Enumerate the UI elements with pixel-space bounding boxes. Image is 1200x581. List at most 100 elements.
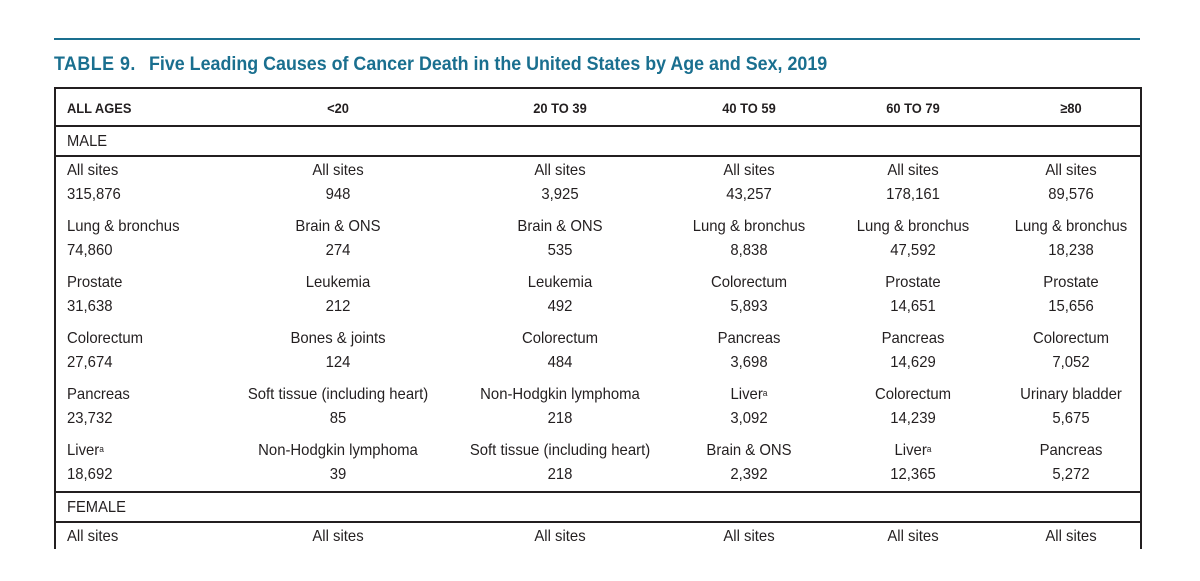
cancer-site: Lung & bronchus — [67, 215, 180, 239]
table-cell: Urinary bladder 5,675 — [969, 383, 1174, 431]
table-cell: All sites — [236, 525, 441, 549]
site-name: Non-Hodgkin lymphoma — [258, 442, 418, 459]
table-cell: Soft tissue (including heart) 218 — [458, 439, 663, 487]
table-row: All sites All sites All sites All sites All … — [56, 525, 1140, 581]
site-name: Leukemia — [305, 274, 371, 291]
cancer-site: Lung & bronchus — [969, 215, 1174, 239]
site-name: All sites — [534, 162, 586, 179]
row-divider — [56, 155, 1140, 157]
death-count: 14,239 — [890, 410, 936, 427]
cancer-site: Bones & joints — [236, 327, 441, 351]
table-cell: Livera 12,365 — [811, 439, 1016, 487]
table-row: Livera 18,692 Non-Hodgkin lymphoma 39 Soft t… — [56, 439, 1140, 495]
death-count: 5,272 — [1052, 466, 1090, 483]
death-count: 124 — [325, 354, 351, 371]
site-name: Colorectum — [874, 386, 952, 403]
site-name: All sites — [1045, 162, 1097, 179]
death-count: 218 — [547, 466, 573, 483]
table-cell: Livera 18,692 — [67, 439, 113, 487]
site-name: Lung & bronchus — [67, 218, 180, 235]
table-cell: Colorectum 27,674 — [67, 327, 143, 375]
cancer-death-table: ALL AGES <20 20 TO 39 40 TO 59 60 TO 79 ≥80 M… — [54, 87, 1142, 549]
cancer-site: All sites — [67, 525, 118, 549]
site-name: Prostate — [67, 274, 123, 291]
death-count: 2,392 — [730, 466, 768, 483]
death-count: 31,638 — [67, 298, 113, 315]
death-count: 218 — [547, 410, 573, 427]
cancer-site: Colorectum — [67, 327, 143, 351]
site-name: Liver — [894, 442, 927, 459]
death-count: 3,092 — [730, 410, 768, 427]
cancer-site: Prostate — [969, 271, 1174, 295]
cancer-site: All sites — [67, 159, 121, 183]
death-count: 23,732 — [67, 410, 113, 427]
table-cell: Colorectum 7,052 — [969, 327, 1174, 375]
cancer-site: All sites — [969, 159, 1174, 183]
site-name: All sites — [1045, 528, 1097, 545]
table-cell: Brain & ONS 2,392 — [647, 439, 852, 487]
table-cell: Leukemia 212 — [236, 271, 441, 319]
table-caption: Five Leading Causes of Cancer Death in t… — [148, 54, 828, 75]
cancer-site: Urinary bladder — [969, 383, 1174, 407]
death-count: 27,674 — [67, 354, 113, 371]
table-cell: All sites — [67, 525, 118, 549]
site-name: All sites — [67, 528, 119, 545]
cancer-site: All sites — [236, 159, 441, 183]
table-row: All sites 315,876 All sites 948 All sites 3,9… — [56, 159, 1140, 215]
site-name: Bones & joints — [290, 330, 386, 347]
site-name: Colorectum — [521, 330, 599, 347]
row-divider — [56, 491, 1140, 493]
death-count: 18,238 — [1048, 242, 1094, 259]
death-count: 43,257 — [726, 186, 772, 203]
cancer-site: All sites — [458, 525, 663, 549]
cancer-site: Prostate — [67, 271, 122, 295]
cancer-site: All sites — [647, 159, 852, 183]
site-name: Brain & ONS — [517, 218, 603, 235]
table-cell: Soft tissue (including heart) 85 — [236, 383, 441, 431]
site-name: Liver — [730, 386, 763, 403]
cancer-site: Colorectum — [458, 327, 663, 351]
site-name: Soft tissue (including heart) — [247, 386, 429, 403]
death-count: 18,692 — [67, 466, 113, 483]
top-rule — [54, 38, 1140, 40]
row-divider — [56, 125, 1140, 127]
column-header: <20 — [327, 100, 349, 116]
table-cell: Prostate 14,651 — [811, 271, 1016, 319]
death-count: 15,656 — [1048, 298, 1094, 315]
table-cell: All sites 178,161 — [811, 159, 1016, 207]
table-cell: Colorectum 14,239 — [811, 383, 1016, 431]
cancer-site: Colorectum — [811, 383, 1016, 407]
death-count: 74,860 — [67, 242, 113, 259]
cancer-site: Colorectum — [969, 327, 1174, 351]
table-cell: Non-Hodgkin lymphoma 39 — [236, 439, 441, 487]
table-cell: Pancreas 14,629 — [811, 327, 1016, 375]
table-cell: Leukemia 492 — [458, 271, 663, 319]
site-name: All sites — [67, 162, 119, 179]
site-name: Lung & bronchus — [692, 218, 806, 235]
table-cell: Brain & ONS 274 — [236, 215, 441, 263]
table-cell: Lung & bronchus 47,592 — [811, 215, 1016, 263]
site-name: Pancreas — [1039, 442, 1103, 459]
site-name: Colorectum — [67, 330, 144, 347]
death-count: 212 — [325, 298, 351, 315]
death-count: 535 — [547, 242, 573, 259]
cancer-site: Non-Hodgkin lymphoma — [458, 383, 663, 407]
table-header-row: ALL AGES <20 20 TO 39 40 TO 59 60 TO 79 ≥80 — [56, 89, 1140, 125]
table-cell: Lung & bronchus 8,838 — [647, 215, 852, 263]
table-number: TABLE 9. — [54, 54, 136, 75]
death-count: 315,876 — [67, 186, 121, 203]
table-cell: All sites — [458, 525, 663, 549]
site-name: Pancreas — [717, 330, 781, 347]
site-name: All sites — [312, 528, 364, 545]
table-cell: Pancreas 5,272 — [969, 439, 1174, 487]
death-count: 39 — [329, 466, 347, 483]
section-label: MALE — [67, 133, 108, 150]
footnote-marker: a — [926, 444, 932, 454]
death-count: 492 — [547, 298, 573, 315]
site-name: All sites — [312, 162, 364, 179]
table-cell: Colorectum 5,893 — [647, 271, 852, 319]
table-cell: Pancreas 3,698 — [647, 327, 852, 375]
site-name: Brain & ONS — [706, 442, 792, 459]
table-cell: All sites 89,576 — [969, 159, 1174, 207]
death-count: 3,698 — [730, 354, 768, 371]
